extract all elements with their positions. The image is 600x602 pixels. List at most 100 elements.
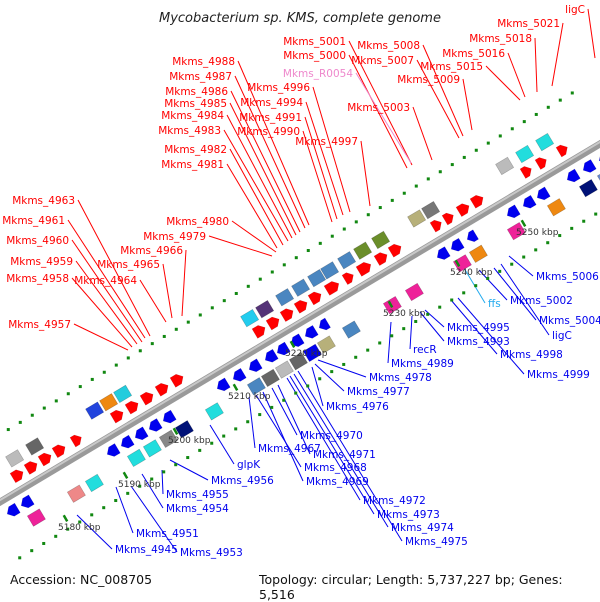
gene-labels: Mkms_4957 Mkms_4958 Mkms_4959 Mkms_4960 Mkms… xyxy=(2,4,600,559)
gene-features xyxy=(5,132,600,527)
genome-backbone-highlight xyxy=(0,140,600,502)
leader-line xyxy=(500,263,550,336)
forward-gene-shape xyxy=(555,144,568,158)
genome-backbone xyxy=(0,139,600,507)
reverse-gene-box xyxy=(204,402,224,421)
forward-gene xyxy=(251,325,266,339)
reverse-gene-box xyxy=(26,508,46,527)
tick-dot xyxy=(186,456,190,460)
forward-gene-box-shape xyxy=(495,156,515,176)
tick-dot xyxy=(570,226,574,230)
reverse-gene-box-shape xyxy=(578,179,598,198)
kbp-label: 5230 kbp xyxy=(383,309,426,319)
tick-dot xyxy=(474,148,478,152)
tick-dot xyxy=(90,377,94,381)
tick-dot xyxy=(426,312,430,316)
tick-dot xyxy=(234,427,238,431)
leader-line xyxy=(387,321,392,364)
forward-gene xyxy=(154,382,169,397)
forward-gene xyxy=(441,212,454,226)
tick-dot xyxy=(330,234,334,238)
forward-gene-shape xyxy=(341,272,354,286)
leader-line xyxy=(450,299,498,355)
forward-gene-shape xyxy=(355,261,372,277)
gene-label: Mkms_4958 xyxy=(6,273,69,285)
forward-gene xyxy=(323,281,340,296)
tick-dot xyxy=(30,549,34,553)
reverse-gene-shape xyxy=(106,443,121,457)
reverse-gene-box-shape xyxy=(84,473,104,493)
gene-label: Mkms_4972 xyxy=(363,495,426,507)
reverse-gene-shape xyxy=(506,204,521,219)
leader-line xyxy=(311,366,324,407)
leader-line xyxy=(286,377,361,501)
tick-dot xyxy=(78,520,82,524)
forward-gene xyxy=(341,272,354,286)
gene-label: Mkms_4988 xyxy=(172,56,235,68)
tick-dot xyxy=(462,155,466,159)
gene-label: Mkms_5003 xyxy=(347,102,410,114)
tick-dot xyxy=(42,406,46,410)
tick-dot xyxy=(414,184,418,188)
kbp-tick-mark xyxy=(289,340,296,348)
kbp-tick-mark xyxy=(454,259,461,267)
forward-gene-box xyxy=(495,156,515,176)
gene-label: Mkms_4966 xyxy=(120,245,183,257)
reverse-gene-box xyxy=(506,221,526,241)
leader-line xyxy=(412,106,433,161)
tick-dot xyxy=(378,206,382,210)
reverse-gene-shape xyxy=(216,377,231,392)
tick-dot xyxy=(258,277,262,281)
forward-gene xyxy=(469,194,484,209)
forward-gene-box xyxy=(255,300,275,319)
reverse-gene-shape xyxy=(120,434,135,449)
forward-gene xyxy=(519,166,532,179)
tick-dot xyxy=(54,399,58,403)
forward-gene-box xyxy=(421,200,441,220)
gene-label: Mkms_R0054 xyxy=(283,68,353,80)
reverse-gene-box-shape xyxy=(382,295,402,315)
gene-label: Mkms_5002 xyxy=(510,295,573,307)
leader-line xyxy=(424,309,445,328)
forward-gene-box-shape xyxy=(515,144,535,164)
reverse-gene xyxy=(216,377,231,392)
reverse-gene xyxy=(148,418,163,432)
reverse-gene-box-shape xyxy=(341,320,361,339)
reverse-gene-box xyxy=(126,448,146,468)
tick-dot xyxy=(498,134,502,138)
leader-line xyxy=(457,297,525,375)
tick-dot xyxy=(558,98,562,102)
gene-label: Mkms_4997 xyxy=(295,136,358,148)
tick-dot xyxy=(126,491,130,495)
gene-label: Mkms_5008 xyxy=(357,40,420,52)
gene-label: Mkms_4979 xyxy=(143,231,206,243)
tick-dot xyxy=(474,284,478,288)
reverse-gene-box xyxy=(468,244,488,263)
tick-dot xyxy=(90,513,94,517)
reverse-gene xyxy=(506,204,521,219)
gene-label: ligC xyxy=(565,4,585,16)
forward-gene xyxy=(265,316,280,331)
leader-line xyxy=(360,140,371,207)
gene-label: Mkms_4956 xyxy=(211,475,274,487)
tick-dot xyxy=(222,434,226,438)
reverse-gene-box-shape xyxy=(468,244,488,263)
forward-gene-box xyxy=(240,308,260,328)
leader-line xyxy=(304,116,338,220)
leader-line xyxy=(76,514,113,550)
forward-gene-shape xyxy=(469,194,484,209)
tick-dot xyxy=(450,298,454,302)
tick-dot xyxy=(522,255,526,259)
forward-gene-box-shape xyxy=(535,132,555,152)
gene-label: Mkms_4971 xyxy=(313,449,376,461)
leader-line xyxy=(355,72,412,164)
kbp-tick-mark xyxy=(122,471,129,479)
reverse-gene-box-shape xyxy=(126,448,146,468)
forward-gene-box-shape xyxy=(320,261,340,280)
gene-label: Mkms_5021 xyxy=(497,18,560,30)
kbp-labels: 5180 kbp 5190 kbp 5200 kbp 5210 kbp 5220 kbp… xyxy=(58,219,559,533)
gene-label: Mkms_4960 xyxy=(6,235,69,247)
leader-line xyxy=(223,129,289,242)
forward-gene-shape xyxy=(124,400,139,415)
